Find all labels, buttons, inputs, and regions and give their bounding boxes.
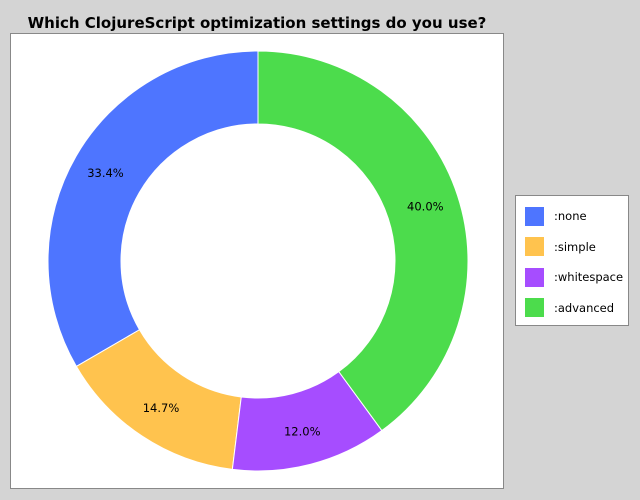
- slice-advanced: [257, 50, 469, 432]
- legend-item-whitespace: :whitespace: [516, 266, 628, 288]
- donut-chart: 33.4% 14.7% 12.0% 40.0%: [47, 50, 469, 472]
- chart-title: Which ClojureScript optimization setting…: [27, 14, 487, 32]
- legend-label: :advanced: [554, 300, 615, 315]
- slice-label-advanced: 40.0%: [407, 199, 444, 213]
- legend-label: :whitespace: [554, 270, 624, 284]
- slice-label-whitespace: 12.0%: [284, 424, 321, 438]
- legend-item-simple: :simple: [516, 236, 628, 258]
- legend-item-none: :none: [516, 205, 628, 227]
- slice-label-none: 33.4%: [87, 166, 124, 180]
- legend-swatch: [525, 206, 544, 226]
- legend-item-advanced: :advanced: [516, 297, 628, 319]
- legend-swatch: [525, 237, 544, 256]
- legend-label: :simple: [554, 239, 596, 254]
- slice-label-simple: 14.7%: [143, 401, 180, 415]
- legend-swatch: [525, 298, 544, 317]
- plot-area: 33.4% 14.7% 12.0% 40.0%: [10, 33, 504, 489]
- legend: :none :simple :whitespace :advanced: [515, 195, 629, 326]
- legend-swatch: [525, 267, 544, 287]
- slice-none: [47, 50, 259, 368]
- legend-label: :none: [554, 209, 587, 223]
